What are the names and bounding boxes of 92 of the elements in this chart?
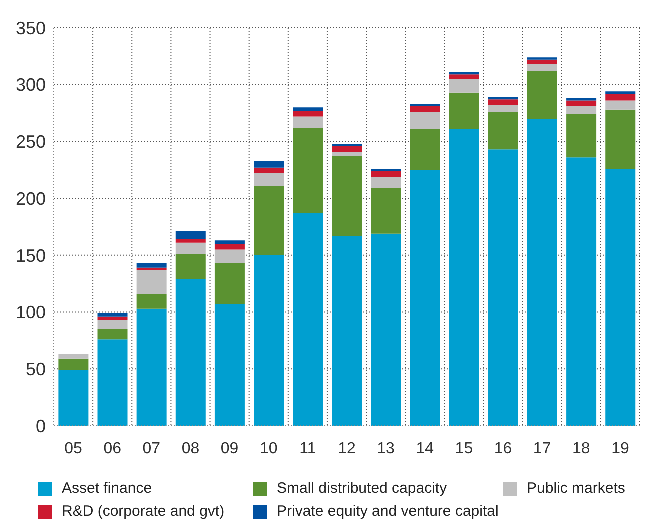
bar [293,128,324,214]
y-tick-label: 50 [26,360,46,380]
bar [449,129,480,426]
bar [293,111,324,117]
bar [293,116,324,128]
x-tick-label: 11 [300,440,316,458]
bar [410,170,440,426]
bar [566,114,597,158]
x-tick-label: 07 [142,440,161,458]
bar [176,279,206,426]
y-tick-label: 300 [16,75,46,96]
bar [214,263,245,304]
bar [136,308,167,426]
x-tick-label: 19 [612,440,630,458]
bar [449,79,480,93]
bar [449,92,480,130]
bar [488,112,518,150]
bar [527,71,558,119]
x-tick-label: 16 [494,440,512,458]
y-tick-label: 200 [16,188,46,209]
bar [332,144,362,146]
bar [371,176,402,188]
bar [566,100,597,106]
bar [214,304,245,426]
x-tick-label: 18 [572,440,590,458]
bar [410,106,440,112]
bar [254,186,284,256]
bar [606,110,636,170]
bar [293,213,324,426]
bar [176,240,206,243]
bar [488,105,518,112]
bar [214,244,245,250]
bar [254,174,284,186]
y-tick-label: 350 [16,18,46,38]
legend-label: R&D (corporate and gvt) [62,503,225,520]
bar [293,108,324,112]
bar [214,250,245,264]
bar [488,100,518,106]
x-tick-label: 15 [455,440,474,458]
bar [449,74,480,80]
x-tick-label: 17 [533,440,552,458]
y-tick-label: 100 [16,302,46,323]
x-tick-label: 05 [64,440,83,458]
bar [332,156,362,236]
bar [566,106,597,114]
bar [527,60,558,64]
bar [136,270,167,294]
bar [332,152,362,156]
x-tick-label: 13 [377,440,396,458]
x-tick-label: 09 [220,440,239,458]
bar [136,294,167,309]
bar [527,64,558,72]
y-tick-label: 150 [16,246,46,266]
bar [58,358,89,370]
bar [176,232,206,240]
bar [527,118,558,426]
bar [606,169,636,426]
bar [410,112,440,130]
bar [98,340,128,426]
bar [254,255,284,426]
bar [176,254,206,280]
legend-label: Public markets [527,480,626,497]
bar [254,168,284,174]
x-tick-label: 14 [416,440,434,458]
bar [332,236,362,426]
bar [371,171,402,177]
legend-label: Private equity and venture capital [277,503,499,520]
bar [332,146,362,152]
legend-label: Asset finance [62,480,152,497]
bar [371,188,402,234]
bar [254,161,284,168]
x-tick-label: 12 [338,440,356,458]
bar [98,329,128,340]
bar [566,158,597,426]
x-tick-label: 08 [182,440,200,458]
bar [58,370,89,426]
bar [176,242,206,254]
bar [58,354,89,359]
x-tick-label: 10 [260,440,278,458]
y-tick-label: 0 [36,416,46,436]
y-tick-label: 250 [16,132,46,152]
bar [98,313,128,317]
bar [410,129,440,170]
bar [98,320,128,330]
bar [214,240,245,244]
bar [136,263,167,268]
bar [371,234,402,426]
bar [606,94,636,101]
bar [488,150,518,426]
legend-label: Small distributed capacity [277,480,448,497]
bar [606,100,636,110]
x-tick-label: 06 [104,440,122,458]
